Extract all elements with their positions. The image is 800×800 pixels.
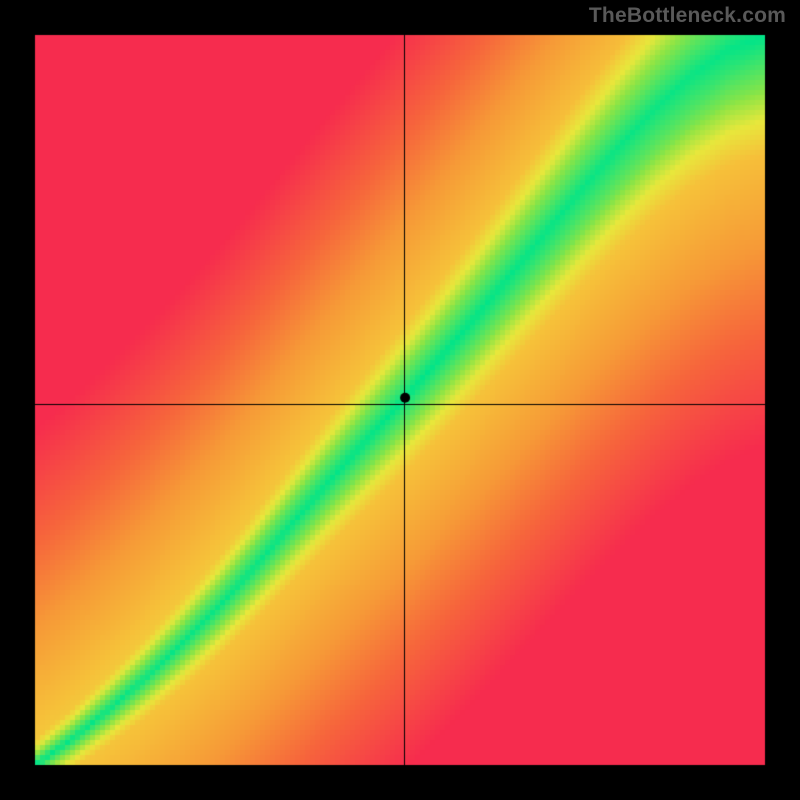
chart-stage: TheBottleneck.com bbox=[0, 0, 800, 800]
bottleneck-heatmap bbox=[0, 0, 800, 800]
watermark-text: TheBottleneck.com bbox=[589, 4, 786, 28]
